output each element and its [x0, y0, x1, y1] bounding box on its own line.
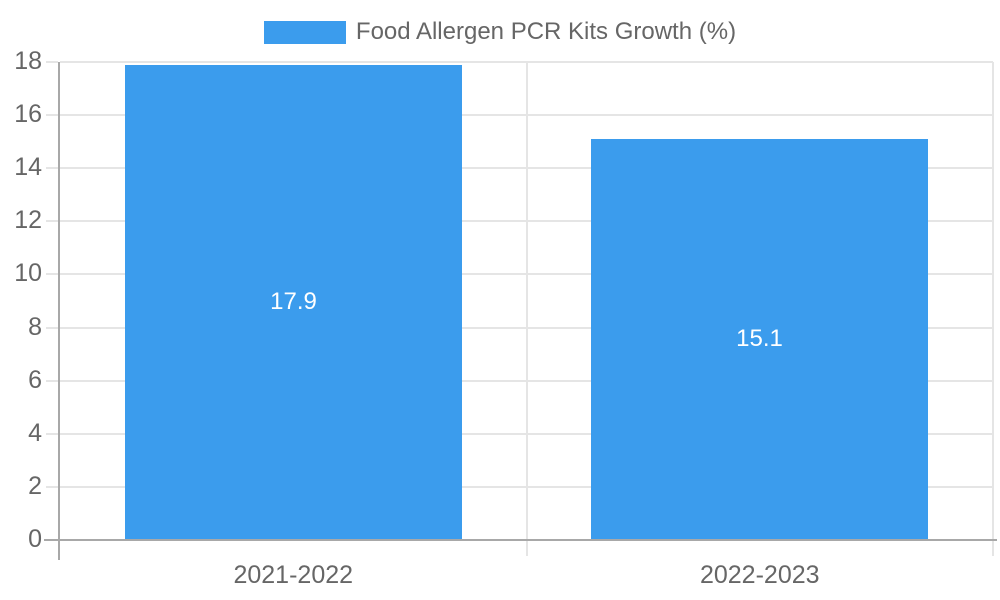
category-boundary-gridline	[992, 62, 994, 540]
legend-label: Food Allergen PCR Kits Growth (%)	[355, 18, 737, 45]
y-tick-label: 0	[28, 525, 42, 553]
y-tick-label: 18	[14, 47, 42, 75]
y-tick-label: 2	[28, 471, 42, 500]
x-tick-label: 2022-2023	[699, 561, 820, 589]
y-tick-mark	[46, 379, 58, 382]
y-tick-label: 12	[14, 206, 42, 235]
x-axis-line	[44, 539, 997, 541]
x-tick-mark	[525, 540, 528, 556]
y-tick-label: 4	[28, 418, 42, 447]
y-tick-mark	[46, 167, 58, 170]
bar-value-label: 17.9	[270, 288, 317, 316]
y-tick-mark	[46, 273, 58, 276]
y-tick-label: 8	[28, 312, 42, 341]
bar-value-label: 15.1	[736, 325, 783, 353]
y-tick-mark	[46, 326, 58, 329]
y-tick-mark	[46, 432, 58, 435]
y-tick-label: 14	[14, 153, 42, 182]
y-axis-line	[58, 62, 60, 560]
y-tick-mark	[46, 114, 58, 117]
category-boundary-gridline	[525, 62, 528, 540]
legend-item[interactable]: Food Allergen PCR Kits Growth (%)	[0, 18, 1000, 46]
legend-swatch	[263, 20, 346, 44]
x-tick-label: 2021-2022	[233, 561, 354, 589]
x-tick-mark	[992, 540, 994, 556]
y-tick-mark	[46, 61, 58, 63]
bar[interactable]: 17.9	[125, 64, 462, 540]
bar[interactable]: 15.1	[591, 139, 928, 540]
y-tick-mark	[46, 485, 58, 488]
y-tick-label: 16	[14, 100, 42, 129]
y-tick-label: 6	[28, 365, 42, 394]
y-tick-label: 10	[14, 259, 42, 288]
y-tick-mark	[46, 220, 58, 223]
